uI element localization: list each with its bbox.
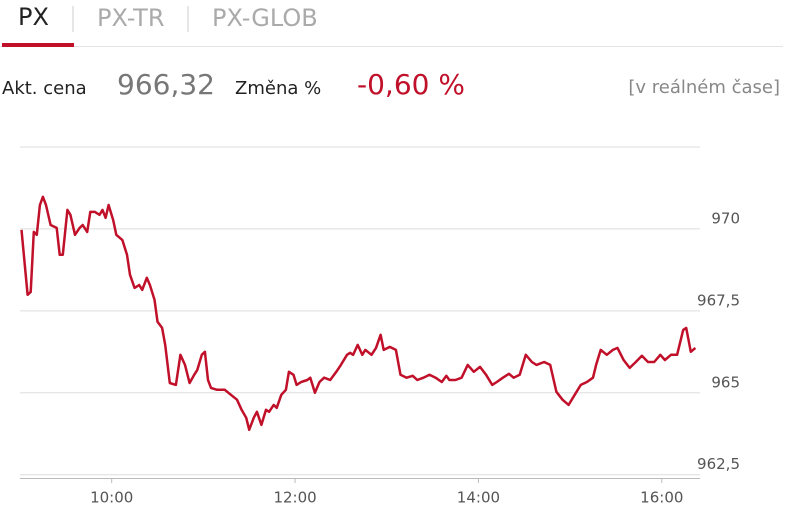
x-tick-label: 10:00 (90, 489, 133, 507)
change: -0,60 % (357, 68, 465, 101)
tab[interactable]: PX (18, 3, 49, 31)
tab[interactable]: PX-TR (97, 4, 165, 32)
x-tick-label: 12:00 (273, 489, 316, 507)
y-tick-label: 970 (711, 209, 740, 227)
price-label: Akt. cena (2, 78, 87, 99)
y-tick-label: 965 (711, 373, 740, 391)
y-tick-label: 967,5 (697, 291, 740, 309)
status: [v reálném čase] (628, 77, 780, 98)
price: 966,32 (117, 68, 215, 101)
y-tick-label: 962,5 (697, 455, 740, 473)
price-line (20, 195, 697, 432)
change-label: Změna % (235, 78, 321, 99)
x-tick-label: 16:00 (640, 489, 683, 507)
active-tab-indicator (2, 43, 74, 47)
x-tick-label: 14:00 (457, 489, 500, 507)
tab[interactable]: PX-GLOB (212, 4, 318, 32)
